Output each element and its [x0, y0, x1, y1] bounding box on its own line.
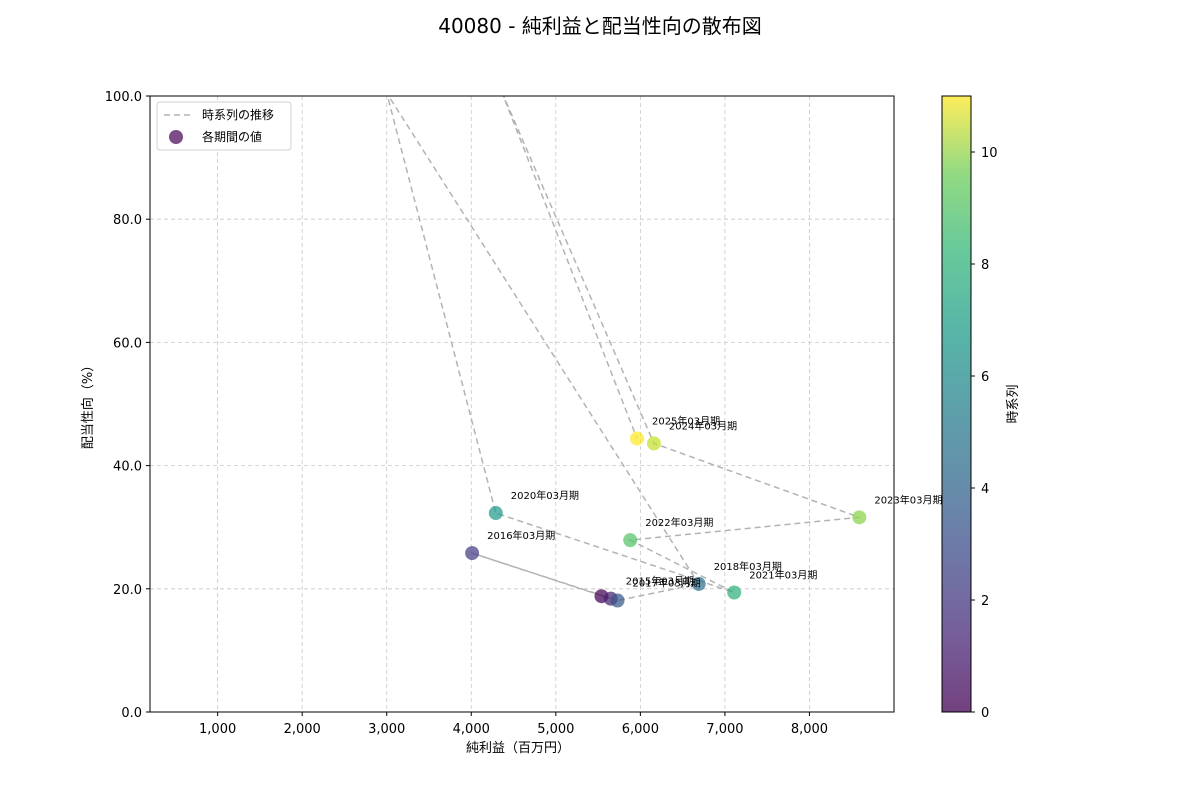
data-point — [623, 533, 638, 548]
x-tick-label: 8,000 — [791, 722, 828, 737]
colorbar-tick-label: 6 — [981, 370, 989, 385]
colorbar-gradient — [941, 95, 972, 713]
data-point — [852, 510, 867, 525]
y-tick-label: 80.0 — [113, 213, 142, 228]
y-axis-ticks: 0.0 20.0 40.0 60.0 80.0 100.0 — [105, 90, 150, 721]
point-label: 2023年03月期 — [874, 493, 942, 506]
data-point — [646, 436, 661, 451]
legend-box — [156, 101, 292, 151]
y-tick-label: 20.0 — [113, 583, 142, 598]
data-point — [488, 506, 503, 521]
x-tick-label: 2,000 — [284, 722, 321, 737]
y-tick-label: 0.0 — [121, 706, 142, 721]
colorbar-ticks: 0 2 4 6 8 10 — [971, 146, 998, 721]
x-tick-label: 5,000 — [537, 722, 574, 737]
point-label: 2025年03月期 — [652, 414, 720, 427]
data-point — [691, 576, 706, 591]
y-tick-label: 60.0 — [113, 336, 142, 351]
data-point — [629, 431, 644, 446]
trend-line — [386, 96, 860, 602]
point-labels: 2015年03月期 2016年03月期 2017年03月期 2018年03月期 2020… — [487, 414, 942, 589]
point-label: 2021年03月期 — [749, 568, 817, 581]
legend: 時系列の推移 各期間の値 — [156, 101, 292, 151]
plot-frame — [149, 95, 895, 713]
point-label: 2018年03月期 — [714, 560, 782, 573]
x-tick-label: 6,000 — [622, 722, 659, 737]
point-label: 2022年03月期 — [645, 516, 713, 529]
legend-trend-label: 時系列の推移 — [202, 108, 274, 122]
colorbar-tick-label: 0 — [981, 706, 989, 721]
data-point — [465, 546, 480, 561]
point-label: 2024年03月期 — [669, 419, 737, 432]
colorbar-tick-label: 8 — [981, 258, 989, 273]
legend-marker-swatch — [169, 130, 183, 144]
y-tick-label: 40.0 — [113, 460, 142, 475]
point-label: 2016年03月期 — [487, 529, 555, 542]
grid-lines — [150, 95, 894, 713]
colorbar-tick-label: 2 — [981, 594, 989, 609]
data-point — [727, 585, 742, 600]
x-tick-label: 3,000 — [368, 722, 405, 737]
point-label: 2017年03月期 — [633, 577, 701, 590]
legend-points-label: 各期間の値 — [202, 129, 262, 144]
x-axis-label: 純利益（百万円） — [466, 741, 570, 756]
x-axis-ticks: 1,000 2,000 3,000 4,000 5,000 6,000 7,000 8,000 — [199, 712, 828, 737]
colorbar-label: 時系列 — [1006, 384, 1021, 423]
trend-path — [386, 96, 860, 602]
colorbar: 0 2 4 6 8 10 時系列 — [941, 95, 1021, 721]
y-tick-label: 100.0 — [105, 90, 142, 105]
point-label: 2020年03月期 — [511, 489, 579, 502]
point-label: 2015年03月期 — [626, 575, 694, 588]
colorbar-tick-label: 4 — [981, 482, 989, 497]
y-axis-label: 配当性向（%） — [80, 359, 96, 449]
chart-title: 40080 - 純利益と配当性向の散布図 — [438, 14, 762, 38]
x-tick-label: 7,000 — [706, 722, 743, 737]
data-points — [465, 431, 867, 608]
x-tick-label: 4,000 — [453, 722, 490, 737]
colorbar-tick-label: 10 — [981, 146, 998, 161]
x-tick-label: 1,000 — [199, 722, 236, 737]
data-point — [610, 593, 625, 608]
